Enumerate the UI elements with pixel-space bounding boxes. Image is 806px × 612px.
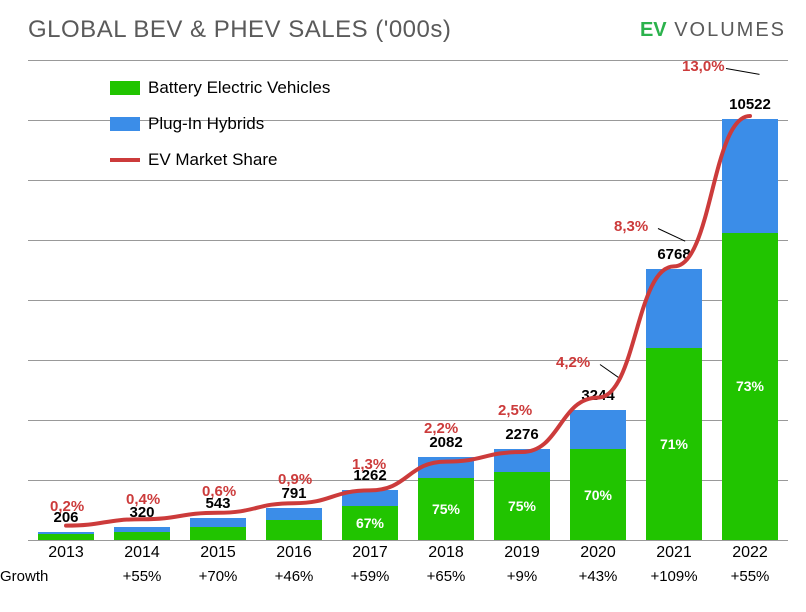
share-label: 13,0% — [682, 58, 725, 75]
bar-segment-bev — [38, 534, 94, 540]
brand-logo: EV VOLUMES — [640, 19, 786, 42]
swatch-phev — [110, 117, 140, 131]
share-label: 2,2% — [424, 420, 458, 437]
bar-segment-phev — [494, 449, 550, 472]
x-axis-label: 2016 — [256, 544, 332, 562]
swatch-share — [110, 158, 140, 162]
bar-segment-phev — [570, 410, 626, 449]
share-label: 0,4% — [126, 491, 160, 508]
brand-volumes: VOLUMES — [667, 19, 786, 41]
growth-value: +55% — [104, 568, 180, 585]
legend-item-share: EV Market Share — [110, 150, 330, 170]
brand-ev: EV — [640, 19, 667, 41]
swatch-bev — [110, 81, 140, 95]
bar: 6768 71% — [646, 60, 702, 540]
x-axis-label: 2020 — [560, 544, 636, 562]
growth-row-label: Growth — [0, 568, 48, 585]
growth-value: +43% — [560, 568, 636, 585]
x-axis-label: 2017 — [332, 544, 408, 562]
bev-pct-label: 73% — [722, 378, 778, 394]
bar-segment-phev — [646, 269, 702, 348]
bar-segment-phev — [114, 527, 170, 532]
bar-segment-phev — [38, 532, 94, 535]
chart-area: 2060,2%3200,4%5430,6%7910,9%126267%1,3%2… — [28, 60, 788, 570]
share-label: 0,6% — [202, 483, 236, 500]
x-axis-label: 2015 — [180, 544, 256, 562]
share-label: 0,2% — [50, 498, 84, 515]
growth-value: +70% — [180, 568, 256, 585]
growth-value: +55% — [712, 568, 788, 585]
legend: Battery Electric Vehicles Plug-In Hybrid… — [110, 78, 330, 186]
bev-pct-label: 67% — [342, 515, 398, 531]
share-label: 2,5% — [498, 402, 532, 419]
bev-pct-label: 70% — [570, 487, 626, 503]
growth-value: +109% — [636, 568, 712, 585]
bar-segment-phev — [418, 457, 474, 478]
legend-label-bev: Battery Electric Vehicles — [148, 78, 330, 98]
bev-pct-label: 75% — [418, 501, 474, 517]
bar: 206 — [38, 60, 94, 540]
bar: 208275% — [418, 60, 474, 540]
bar: 3244 70% — [570, 60, 626, 540]
x-axis-label: 2013 — [28, 544, 104, 562]
bar-segment-phev — [342, 490, 398, 507]
bev-pct-label: 75% — [494, 498, 550, 514]
gridline — [28, 540, 788, 541]
bar-segment-phev — [266, 508, 322, 520]
x-axis-label: 2014 — [104, 544, 180, 562]
growth-value: +65% — [408, 568, 484, 585]
bar-total-label: 2276 — [494, 426, 550, 443]
legend-item-bev: Battery Electric Vehicles — [110, 78, 330, 98]
share-label: 4,2% — [556, 354, 590, 371]
bar-total-label: 3244 — [570, 387, 626, 404]
share-label: 1,3% — [352, 456, 386, 473]
x-axis-label: 2022 — [712, 544, 788, 562]
growth-value: +9% — [484, 568, 560, 585]
share-label: 8,3% — [614, 218, 648, 235]
bar-segment-bev — [114, 532, 170, 540]
bar: 2276 75% — [494, 60, 550, 540]
x-axis-label: 2018 — [408, 544, 484, 562]
growth-value: +59% — [332, 568, 408, 585]
chart-title: GLOBAL BEV & PHEV SALES ('000s) — [28, 16, 451, 44]
bar-segment-bev — [190, 527, 246, 540]
bar-segment-phev — [722, 119, 778, 233]
x-axis-label: 2019 — [484, 544, 560, 562]
bar: 10522 73% — [722, 60, 778, 540]
x-axis-label: 2021 — [636, 544, 712, 562]
legend-label-phev: Plug-In Hybrids — [148, 114, 264, 134]
bar-total-label: 10522 — [722, 96, 778, 113]
bar-total-label: 6768 — [646, 246, 702, 263]
bar-segment-bev — [266, 520, 322, 540]
legend-label-share: EV Market Share — [148, 150, 277, 170]
share-label: 0,9% — [278, 471, 312, 488]
bev-pct-label: 71% — [646, 436, 702, 452]
bar-segment-phev — [190, 518, 246, 527]
legend-item-phev: Plug-In Hybrids — [110, 114, 330, 134]
growth-value: +46% — [256, 568, 332, 585]
